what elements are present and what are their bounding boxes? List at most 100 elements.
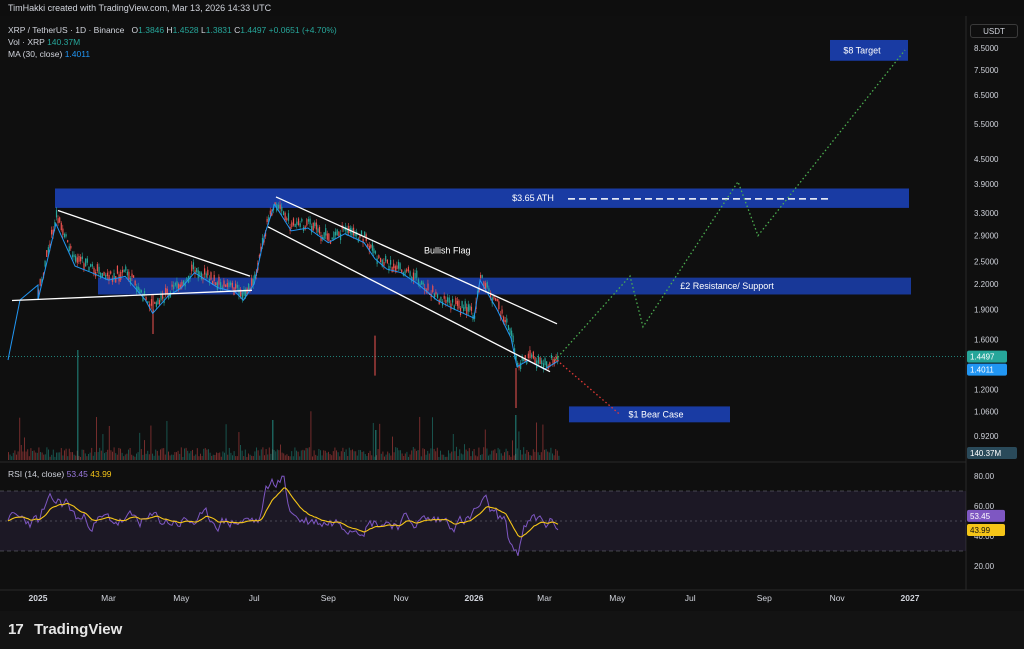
volume-bar: [331, 455, 333, 460]
volume-bar: [436, 447, 438, 460]
candle-body: [93, 267, 95, 275]
volume-bar: [401, 453, 403, 460]
volume-bar: [22, 451, 24, 460]
volume-bar: [131, 454, 133, 460]
candle-body: [225, 284, 227, 287]
candle-body: [389, 259, 392, 265]
volume-bar: [550, 447, 552, 460]
volume-bar: [86, 456, 88, 460]
volume-bar: [233, 451, 235, 460]
volume-bar: [390, 455, 392, 460]
price-tick-label: 6.5000: [974, 91, 999, 100]
volume-bar: [196, 448, 198, 460]
volume-bar: [456, 446, 457, 460]
candle-body: [401, 269, 403, 273]
volume-bar: [236, 456, 238, 460]
candle-body: [181, 281, 183, 288]
candle-body: [85, 258, 87, 267]
candle-body: [407, 267, 410, 272]
price-chart-svg[interactable]: 8.5000 7.5000 6.5000 5.5000 4.5000 3.9000 3.30…: [0, 16, 1024, 611]
rsi-label: RSI (14, close): [8, 469, 65, 479]
time-tick-label: Mar: [537, 593, 552, 603]
candle-body: [331, 237, 333, 240]
candle-body: [96, 264, 98, 272]
tradingview-brand[interactable]: 17 TradingView: [8, 621, 122, 638]
volume-bar: [508, 455, 510, 460]
candle-body: [314, 222, 316, 227]
candle-body: [106, 272, 109, 277]
candle-body: [539, 357, 541, 364]
volume-bar: [537, 452, 539, 460]
rsi-legend: RSI (14, close) 53.45 43.99: [8, 469, 112, 479]
volume-bar: [137, 452, 139, 460]
volume-bar: [435, 451, 437, 460]
volume-bar: [324, 450, 326, 460]
price-tick-label: 3.3000: [974, 209, 999, 218]
volume-bar: [363, 451, 365, 460]
volume-bar: [78, 455, 80, 460]
candle-body: [404, 270, 406, 276]
candle-body: [417, 279, 420, 285]
volume-bar: [44, 454, 46, 460]
volume-bar: [547, 451, 549, 460]
volume-bar: [384, 456, 385, 460]
candle-body: [557, 356, 559, 361]
volume-bar: [489, 454, 491, 460]
volume-bar: [334, 447, 336, 460]
candle-body: [452, 298, 454, 303]
candle-body: [215, 282, 217, 286]
candle-body: [129, 278, 132, 284]
candle-body: [336, 229, 338, 236]
rsi-tag-bg: [967, 509, 1005, 522]
candle-body: [297, 218, 300, 226]
volume-bar: [416, 450, 417, 460]
volume-bar: [457, 455, 459, 460]
volume-bar: [345, 449, 347, 460]
candle-body: [463, 307, 465, 311]
volume-bar: [374, 456, 376, 460]
volume-bar: [344, 451, 345, 460]
volume-bar: [404, 453, 406, 460]
candle-body: [70, 245, 72, 249]
volume-bar: [321, 455, 323, 460]
volume-bar: [284, 455, 286, 460]
time-tick-label: Sep: [321, 593, 336, 603]
volume-bar: [120, 448, 121, 460]
volume-bar: [339, 456, 341, 460]
volume-bar: [377, 449, 379, 460]
candle-body: [393, 263, 395, 269]
candle-body: [464, 301, 466, 309]
candle-body: [105, 274, 107, 278]
candle-body: [411, 277, 413, 282]
rsi-ma-value: 43.99: [90, 469, 112, 479]
volume-bar: [195, 454, 197, 460]
candle-body: [378, 255, 380, 259]
volume-bar: [468, 448, 470, 460]
candle-body: [309, 218, 311, 225]
candle-body: [279, 204, 281, 210]
bear-projection-path: [556, 359, 621, 416]
volume-bar: [372, 422, 374, 460]
volume-bar: [99, 447, 101, 460]
currency-button[interactable]: USDT: [970, 24, 1018, 38]
volume-bar: [73, 454, 75, 460]
volume-bar: [89, 452, 91, 460]
candle-body: [381, 259, 383, 267]
volume-bar: [512, 440, 513, 460]
candle-body: [200, 272, 203, 280]
volume-legend: Vol · XRP 140.37M: [8, 36, 80, 48]
volume-bar: [179, 453, 181, 460]
volume-bar: [288, 455, 289, 460]
volume-bar: [204, 448, 206, 460]
volume-bar: [36, 452, 38, 460]
zone-label: £2 Resistance/ Support: [680, 281, 774, 291]
symbol-label: XRP / TetherUS · 1D · Binance: [8, 25, 125, 35]
candle-body: [440, 296, 442, 303]
chart-area[interactable]: 8.5000 7.5000 6.5000 5.5000 4.5000 3.9000 3.30…: [0, 16, 1024, 611]
volume-bar: [184, 448, 185, 460]
candle-body: [359, 235, 361, 238]
candle-body: [414, 273, 416, 279]
volume-bar: [545, 449, 547, 460]
candle-body: [91, 264, 93, 267]
zone-label: $8 Target: [843, 45, 881, 55]
